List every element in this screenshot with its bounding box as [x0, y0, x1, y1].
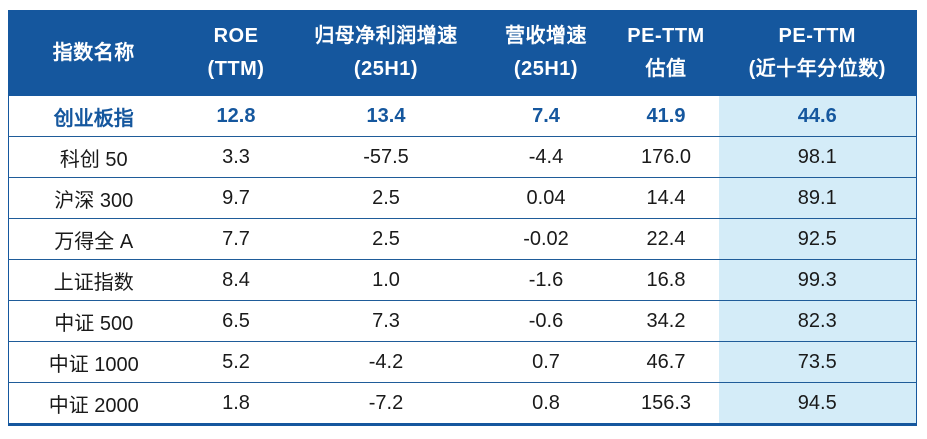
cell-roe: 1.8 [178, 382, 294, 425]
cell-profit-growth: -57.5 [293, 136, 479, 178]
cell-profit-growth: 13.4 [293, 96, 479, 137]
cell-roe: 6.5 [178, 300, 294, 342]
cell-index-name: 科创 50 [8, 136, 179, 178]
table-row: 万得全 A 7.7 2.5 -0.02 22.4 92.5 [8, 218, 917, 260]
column-header-pe-percentile: PE-TTM (近十年分位数) [718, 10, 917, 96]
cell-roe: 12.8 [178, 96, 294, 137]
cell-roe: 3.3 [178, 136, 294, 178]
cell-pe-percentile: 73.5 [718, 341, 917, 383]
table-header: 指数名称 ROE (TTM) 归母净利润增速 (25H1) 营收增速 (25H1… [8, 10, 917, 96]
cell-profit-growth: 7.3 [293, 300, 479, 342]
cell-pe-percentile: 98.1 [718, 136, 917, 178]
header-line1: PE-TTM [627, 25, 705, 47]
header-line1: 归母净利润增速 [314, 25, 458, 47]
cell-pe-ttm: 14.4 [613, 177, 719, 219]
cell-index-name: 中证 1000 [8, 341, 179, 383]
cell-pe-ttm: 41.9 [613, 96, 719, 137]
cell-pe-percentile: 89.1 [718, 177, 917, 219]
header-line2: (25H1) [353, 58, 419, 80]
table-row: 中证 1000 5.2 -4.2 0.7 46.7 73.5 [8, 341, 917, 383]
cell-index-name: 中证 500 [8, 300, 179, 342]
header-line2: (TTM) [207, 58, 265, 80]
cell-profit-growth: -7.2 [293, 382, 479, 425]
cell-revenue-growth: 0.7 [478, 341, 614, 383]
cell-profit-growth: -4.2 [293, 341, 479, 383]
cell-profit-growth: 2.5 [293, 218, 479, 260]
header-line1: PE-TTM [778, 25, 856, 47]
header-line2: (25H1) [513, 58, 579, 80]
metrics-table: 指数名称 ROE (TTM) 归母净利润增速 (25H1) 营收增速 (25H1… [8, 10, 917, 426]
column-header-pe-ttm: PE-TTM 估值 [613, 10, 719, 96]
column-header-roe: ROE (TTM) [178, 10, 294, 96]
cell-revenue-growth: -0.02 [478, 218, 614, 260]
cell-revenue-growth: 7.4 [478, 96, 614, 137]
cell-revenue-growth: 0.04 [478, 177, 614, 219]
cell-profit-growth: 1.0 [293, 259, 479, 301]
cell-revenue-growth: -1.6 [478, 259, 614, 301]
cell-index-name: 创业板指 [8, 96, 179, 137]
cell-revenue-growth: -4.4 [478, 136, 614, 178]
cell-pe-ttm: 46.7 [613, 341, 719, 383]
table-body: 创业板指 12.8 13.4 7.4 41.9 44.6 科创 50 3.3 -… [8, 96, 917, 425]
cell-revenue-growth: 0.8 [478, 382, 614, 425]
cell-index-name: 上证指数 [8, 259, 179, 301]
table-row: 中证 2000 1.8 -7.2 0.8 156.3 94.5 [8, 382, 917, 425]
cell-pe-percentile: 82.3 [718, 300, 917, 342]
column-header-revenue-growth: 营收增速 (25H1) [478, 10, 614, 96]
table-row: 上证指数 8.4 1.0 -1.6 16.8 99.3 [8, 259, 917, 301]
cell-roe: 5.2 [178, 341, 294, 383]
cell-pe-ttm: 22.4 [613, 218, 719, 260]
header-row: 指数名称 ROE (TTM) 归母净利润增速 (25H1) 营收增速 (25H1… [8, 10, 917, 96]
cell-pe-ttm: 16.8 [613, 259, 719, 301]
cell-roe: 9.7 [178, 177, 294, 219]
cell-pe-ttm: 156.3 [613, 382, 719, 425]
column-header-profit-growth: 归母净利润增速 (25H1) [293, 10, 479, 96]
header-line2: 估值 [645, 58, 687, 80]
cell-pe-ttm: 34.2 [613, 300, 719, 342]
cell-pe-percentile: 94.5 [718, 382, 917, 425]
cell-index-name: 沪深 300 [8, 177, 179, 219]
cell-index-name: 万得全 A [8, 218, 179, 260]
cell-pe-ttm: 176.0 [613, 136, 719, 178]
cell-pe-percentile: 99.3 [718, 259, 917, 301]
cell-roe: 7.7 [178, 218, 294, 260]
table-row: 沪深 300 9.7 2.5 0.04 14.4 89.1 [8, 177, 917, 219]
table-row: 创业板指 12.8 13.4 7.4 41.9 44.6 [8, 96, 917, 137]
header-line1: 指数名称 [52, 41, 135, 64]
cell-index-name: 中证 2000 [8, 382, 179, 425]
header-line1: 营收增速 [505, 25, 587, 47]
cell-revenue-growth: -0.6 [478, 300, 614, 342]
table-row: 中证 500 6.5 7.3 -0.6 34.2 82.3 [8, 300, 917, 342]
cell-pe-percentile: 92.5 [718, 218, 917, 260]
header-line1: ROE [213, 25, 259, 47]
header-line2: (近十年分位数) [748, 58, 886, 80]
column-header-index-name: 指数名称 [8, 10, 179, 96]
cell-roe: 8.4 [178, 259, 294, 301]
cell-pe-percentile: 44.6 [718, 96, 917, 137]
cell-profit-growth: 2.5 [293, 177, 479, 219]
table-row: 科创 50 3.3 -57.5 -4.4 176.0 98.1 [8, 136, 917, 178]
